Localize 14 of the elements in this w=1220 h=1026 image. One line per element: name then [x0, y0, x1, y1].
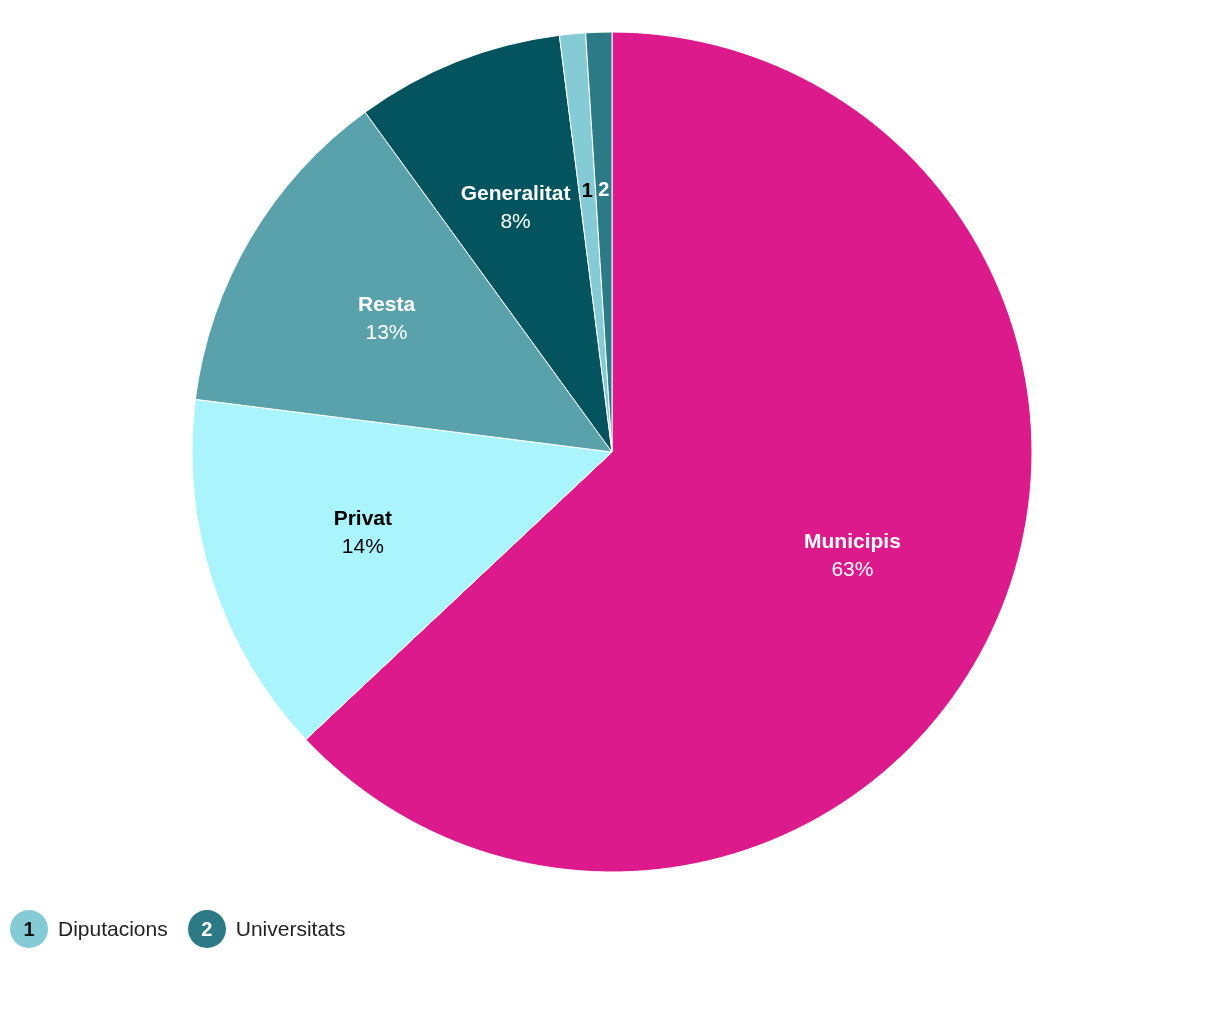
legend-label: Diputacions: [58, 917, 168, 941]
legend-label: Universitats: [235, 917, 346, 941]
slice-label: Resta: [357, 291, 416, 315]
data-label: 13%: [365, 319, 408, 343]
text: 2: [201, 917, 213, 940]
slice-label: Municipis: [804, 529, 901, 553]
text: 2: [598, 178, 610, 201]
data-label: 63%: [831, 557, 874, 581]
text: 1: [23, 917, 35, 940]
data-label: 14%: [341, 533, 384, 557]
text: 1: [581, 179, 593, 202]
data-label: 8%: [500, 209, 531, 233]
slice-label: Generalitat: [460, 181, 571, 205]
slice-label: Privat: [333, 505, 393, 529]
